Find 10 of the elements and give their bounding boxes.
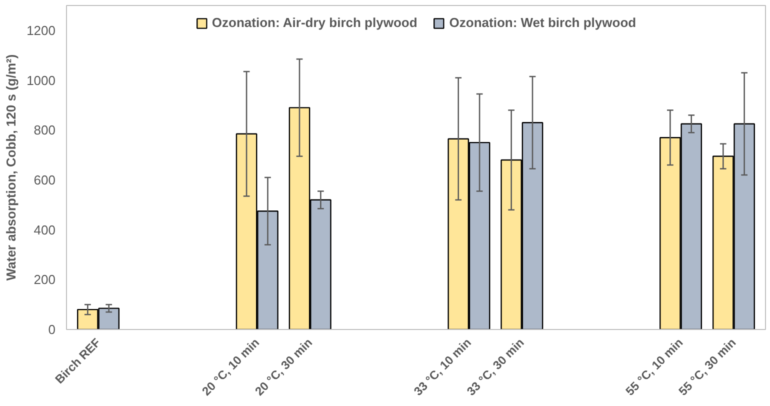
legend-label: Ozonation: Wet birch plywood xyxy=(449,15,636,30)
y-tick-label: 600 xyxy=(34,172,56,188)
y-tick-label: 800 xyxy=(34,122,56,138)
y-tick-label: 1000 xyxy=(26,72,56,88)
y-tick-label: 0 xyxy=(48,322,56,337)
y-tick-label: 1200 xyxy=(26,22,56,38)
legend-label: Ozonation: Air-dry birch plywood xyxy=(212,15,418,30)
y-axis-title: Water absorption, Cobb, 120 s (g/m²) xyxy=(4,54,19,281)
y-tick-label: 200 xyxy=(34,272,56,288)
y-tick-label: 400 xyxy=(34,222,56,238)
